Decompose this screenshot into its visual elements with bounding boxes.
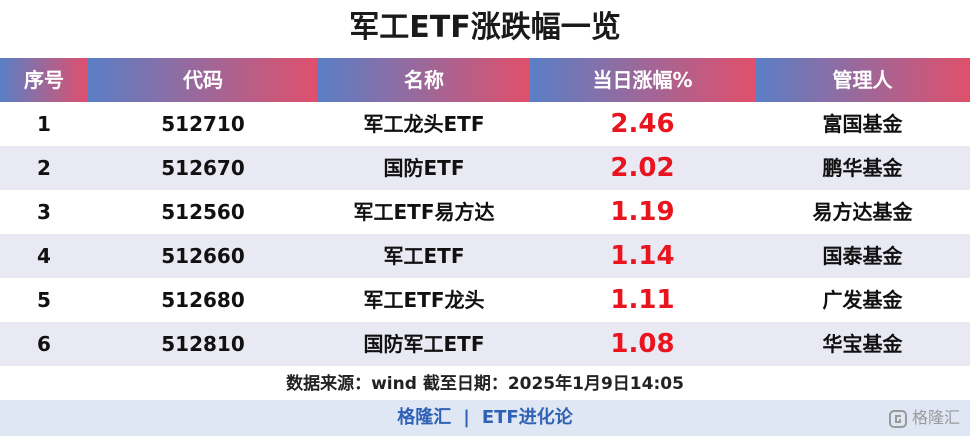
header-cell: 名称 [318,58,530,102]
separator: | [463,407,470,428]
table-cell: 3 [37,200,51,224]
table-cell: 鹏华基金 [822,156,903,180]
table-cell: 军工ETF [383,244,465,268]
table-row: 3 512560 军工ETF易方达 1.19 易方达基金 [0,190,970,234]
table-cell: 2.46 [610,109,675,139]
table-cell: 2 [37,156,51,180]
table: 序号 代码 名称 当日涨幅% 管理人 1 512710 军工龙头ETF 2.46 富国基金 2 512… [0,58,970,366]
table-cell: 1.08 [610,329,675,359]
table-cell: 军工龙头ETF [363,112,485,136]
brand: 格隆汇 [397,407,452,428]
table-row: 6 512810 国防军工ETF 1.08 华宝基金 [0,322,970,366]
table-cell: 5 [37,288,51,312]
table-cell: 512680 [161,288,245,312]
footer-bar: 格隆汇 | ETF进化论 [0,400,970,436]
table-cell: 华宝基金 [822,332,903,356]
table-cell: 1.14 [610,241,675,271]
header-cell: 当日涨幅% [530,58,755,102]
table-cell: 2.02 [610,153,675,183]
table-cell: 6 [37,332,51,356]
table-cell: 国防军工ETF [363,332,485,356]
table-cell: 广发基金 [822,288,903,312]
table-cell: 国防ETF [383,156,465,180]
header-cell: 序号 [0,58,88,102]
table-cell: 512660 [161,244,245,268]
table-cell: 512670 [161,156,245,180]
table-cell: 1.19 [610,197,675,227]
table-row: 2 512670 国防ETF 2.02 鹏华基金 [0,146,970,190]
table-cell: 军工ETF龙头 [363,288,485,312]
table-cell: 512710 [161,112,245,136]
table-cell: 4 [37,244,51,268]
table-row: 4 512660 军工ETF 1.14 国泰基金 [0,234,970,278]
header-cell: 管理人 [755,58,970,102]
table-cell: 易方达基金 [812,200,913,224]
table-cell: 军工ETF易方达 [353,200,495,224]
table-cell: 512810 [161,332,245,356]
watermark-icon [888,409,907,428]
table-cell: 512560 [161,200,245,224]
table-row: 5 512680 军工ETF龙头 1.11 广发基金 [0,278,970,322]
table-cell: 富国基金 [822,112,903,136]
watermark: 格隆汇 [888,404,960,432]
table-cell: 1 [37,112,51,136]
table-cell: 国泰基金 [822,244,903,268]
column-name: ETF进化论 [481,407,573,428]
table-cell: 1.11 [610,285,675,315]
table-row: 1 512710 军工龙头ETF 2.46 富国基金 [0,102,970,146]
header-cell: 代码 [88,58,318,102]
title: 军工ETF涨跌幅一览 [349,10,621,45]
watermark-text: 格隆汇 [911,408,960,427]
header-row: 序号 代码 名称 当日涨幅% 管理人 [0,58,970,102]
source-note: 数据来源：wind 截至日期：2025年1月9日14:05 [286,374,684,394]
